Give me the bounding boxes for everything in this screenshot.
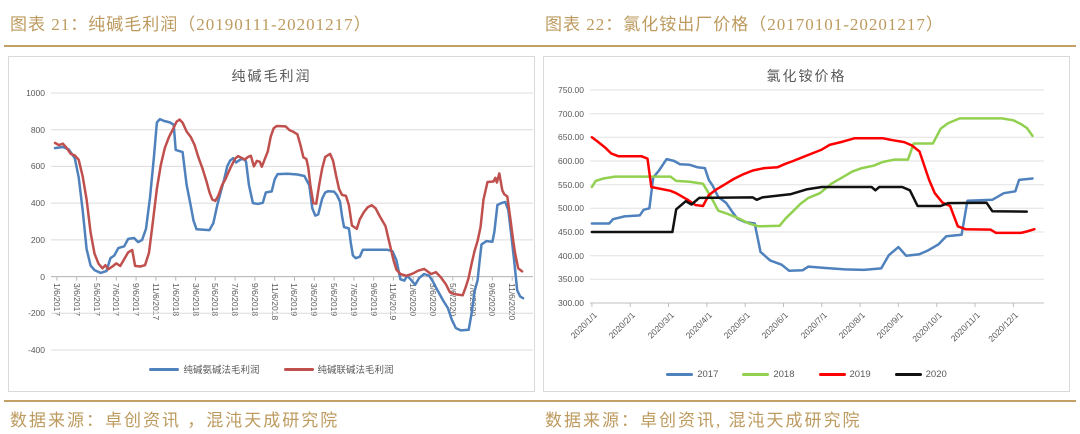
y-axis-tick-label: 450.00 bbox=[558, 227, 584, 237]
gold-divider-top bbox=[4, 45, 1076, 47]
series-line-2017 bbox=[590, 157, 1034, 273]
legend-marker bbox=[742, 373, 770, 376]
y-axis-tick-label: 200 bbox=[30, 234, 45, 245]
chart-title: 氯化铵价格 bbox=[766, 70, 847, 85]
y-axis-tick-label: 750.00 bbox=[558, 85, 584, 95]
y-axis-tick-label: 600 bbox=[30, 161, 45, 172]
chart-title: 纯碱毛利润 bbox=[231, 70, 312, 85]
y-axis-tick-label: 400.00 bbox=[558, 250, 584, 261]
legend-marker bbox=[818, 373, 846, 376]
chart-legend: 纯碱氨碱法毛利润 纯碱联碱法毛利润 bbox=[9, 362, 534, 376]
legend-marker bbox=[283, 367, 314, 371]
soda-ash-gross-profit-chart-card: 纯碱毛利润 1000 800 600 400 200 0 -200 -400 1/6/2017 3/… bbox=[8, 56, 535, 392]
chart-plot bbox=[51, 92, 533, 351]
legend-marker bbox=[666, 373, 694, 376]
y-axis-tick-label: 550.00 bbox=[558, 179, 584, 190]
series-line-2020 bbox=[590, 185, 1029, 234]
legend-label: 2017 bbox=[697, 369, 719, 380]
legend-item: 2017 bbox=[666, 369, 718, 380]
y-axis-tick-label: -400 bbox=[27, 345, 45, 355]
y-axis-tick-label: 400 bbox=[30, 198, 45, 209]
y-axis-tick-label: 0 bbox=[40, 271, 45, 282]
legend-item: 2020 bbox=[894, 369, 947, 380]
ammonium-chloride-price-chart-card: 氯化铵价格 750.00 700.00 650.00 600.00 550.00 500.0… bbox=[543, 56, 1070, 392]
gold-divider-bottom bbox=[4, 400, 1076, 402]
y-axis-tick-label: 300.00 bbox=[558, 298, 584, 308]
y-axis-tick-label: -200 bbox=[27, 308, 45, 319]
y-axis-tick-label: 350.00 bbox=[558, 274, 584, 285]
figure-22-header: 图表 22：氯化铵出厂价格（20170101-20201217） bbox=[545, 15, 944, 34]
y-axis-tick-label: 1000 bbox=[26, 88, 45, 98]
figure-22-source: 数据来源：卓创资讯, 混沌天成研究院 bbox=[545, 411, 862, 430]
legend-label: 2018 bbox=[773, 369, 795, 380]
figure-21-header: 图表 21：纯碱毛利润（20190111-20201217） bbox=[10, 15, 372, 34]
legend-marker bbox=[149, 367, 180, 371]
y-axis-tick-label: 600.00 bbox=[558, 156, 584, 166]
chart-legend: 2017 2018 2019 2020 bbox=[544, 369, 1069, 380]
legend-label: 纯碱联碱法毛利润 bbox=[317, 365, 394, 376]
series-line-2018 bbox=[590, 117, 1034, 228]
series-line-纯碱氨碱法毛利润 bbox=[53, 117, 525, 332]
legend-label: 纯碱氨碱法毛利润 bbox=[183, 365, 260, 376]
y-axis-tick-label: 500.00 bbox=[558, 203, 584, 214]
legend-item: 2018 bbox=[742, 369, 795, 380]
figure-21-source: 数据来源：卓创资讯 ，混沌天成研究院 bbox=[10, 411, 340, 430]
y-axis-tick-label: 700.00 bbox=[558, 108, 584, 119]
y-axis-tick-label: 800 bbox=[30, 124, 45, 135]
series-line-纯碱联碱法毛利润 bbox=[53, 118, 524, 297]
y-axis-tick-label: 650.00 bbox=[558, 132, 584, 143]
chart-plot bbox=[590, 89, 1044, 307]
legend-item: 纯碱氨碱法毛利润 bbox=[149, 362, 260, 376]
legend-label: 2019 bbox=[849, 369, 871, 380]
legend-label: 2020 bbox=[925, 369, 947, 380]
legend-item: 2019 bbox=[818, 369, 871, 380]
series-line-2019 bbox=[590, 136, 1036, 235]
legend-marker bbox=[894, 373, 922, 376]
legend-item: 纯碱联碱法毛利润 bbox=[283, 362, 394, 376]
